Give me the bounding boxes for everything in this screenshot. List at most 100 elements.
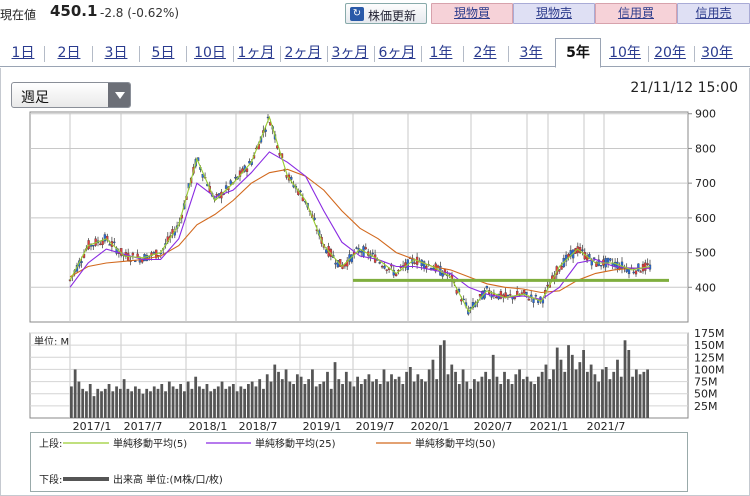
- tab-5y[interactable]: 5年: [555, 38, 601, 68]
- volume-bar: [77, 381, 81, 418]
- candle-body: [509, 294, 512, 296]
- volume-bar: [567, 345, 570, 418]
- volume-bar: [81, 388, 85, 418]
- tab-3d[interactable]: 3日: [104, 45, 128, 61]
- margin-sell-button[interactable]: 信用売: [677, 3, 750, 24]
- volume-tick-label: 150M: [694, 339, 725, 352]
- volume-bar: [540, 371, 544, 418]
- volume-bar: [243, 388, 247, 418]
- volume-bar: [597, 381, 601, 418]
- volume-bar: [510, 384, 514, 418]
- volume-bar: [103, 388, 107, 418]
- volume-bar: [247, 384, 250, 418]
- volume-bar: [198, 386, 201, 418]
- candle-body: [325, 249, 328, 253]
- candle-body: [131, 252, 135, 256]
- volume-bar: [627, 350, 631, 418]
- volume-bar: [559, 359, 563, 418]
- margin-buy-button[interactable]: 信用買: [595, 3, 677, 24]
- volume-bar: [307, 379, 311, 418]
- price-tick-label: 500: [695, 247, 716, 260]
- volume-bar: [96, 388, 100, 418]
- candle-body: [455, 289, 458, 294]
- tab-2m[interactable]: 2ヶ月: [284, 45, 322, 61]
- tab-1m[interactable]: 1ヶ月: [237, 45, 275, 61]
- tab-30y[interactable]: 30年: [701, 45, 733, 61]
- candle-body: [590, 260, 593, 266]
- volume-bar: [646, 369, 649, 418]
- tab-6m[interactable]: 6ヶ月: [378, 45, 416, 61]
- volume-bar: [461, 369, 465, 418]
- legend-lower-label: 下段:: [39, 473, 62, 486]
- volume-bar: [100, 391, 103, 418]
- tab-20y[interactable]: 20年: [654, 45, 686, 61]
- volume-bar: [631, 376, 634, 418]
- candle-body: [592, 257, 596, 259]
- candle-body: [525, 291, 528, 295]
- tab-10y[interactable]: 10年: [609, 45, 641, 61]
- cash-buy-button[interactable]: 現物買: [431, 3, 513, 24]
- volume-bar: [126, 388, 130, 418]
- volume-bar: [130, 391, 134, 418]
- x-tick-label: 2021/7: [587, 420, 626, 433]
- cash-sell-button[interactable]: 現物売: [513, 3, 595, 24]
- volume-bar: [280, 379, 284, 418]
- tab-3y[interactable]: 3年: [519, 45, 543, 61]
- volume-bar: [548, 379, 552, 418]
- volume-bar: [111, 391, 115, 418]
- tab-2y[interactable]: 2年: [473, 45, 497, 61]
- candle-body: [425, 265, 428, 269]
- candle-body: [371, 252, 374, 255]
- volume-bar: [85, 391, 88, 418]
- volume-bar: [397, 376, 401, 418]
- volume-bar: [491, 354, 495, 418]
- x-tick-label: 2019/1: [303, 420, 342, 433]
- refresh-price-button[interactable]: ↻ 株価更新: [345, 3, 427, 24]
- tab-10d[interactable]: 10日: [194, 45, 226, 61]
- candle-body: [360, 250, 363, 253]
- volume-bar: [375, 379, 378, 418]
- volume-bar: [292, 384, 295, 418]
- volume-bar: [503, 371, 506, 418]
- volume-bar: [228, 386, 231, 418]
- volume-bar: [424, 381, 427, 418]
- volume-bar: [371, 381, 375, 418]
- price-tick-label: 700: [695, 177, 716, 190]
- candle-body: [108, 244, 111, 246]
- volume-bar: [352, 386, 356, 418]
- tab-5d[interactable]: 5日: [151, 45, 175, 61]
- volume-bar: [442, 340, 446, 418]
- candle-body: [380, 265, 384, 268]
- volume-bar: [341, 384, 344, 418]
- tab-2d[interactable]: 2日: [57, 45, 81, 61]
- volume-bar: [488, 379, 491, 418]
- candle-body: [378, 262, 381, 264]
- volume-bar: [472, 379, 476, 418]
- volume-bar: [608, 379, 612, 418]
- tab-3m[interactable]: 3ヶ月: [331, 45, 369, 61]
- x-tick-label: 2019/7: [356, 420, 395, 433]
- volume-bar: [314, 386, 318, 418]
- candle-body: [506, 294, 510, 297]
- volume-bar: [273, 364, 277, 418]
- candle-body: [523, 289, 526, 294]
- volume-bar: [555, 347, 559, 418]
- volume-bar: [239, 386, 243, 418]
- candle-body: [80, 261, 83, 263]
- volume-bar: [525, 376, 529, 418]
- candle-body: [634, 270, 638, 275]
- candle-body: [499, 291, 503, 299]
- current-price: 450.1: [50, 2, 98, 20]
- volume-bar: [484, 371, 488, 418]
- candle-body: [113, 241, 116, 244]
- candle-body: [152, 252, 156, 254]
- candle-body: [532, 298, 535, 303]
- tab-1y[interactable]: 1年: [429, 45, 453, 61]
- period-select[interactable]: 週足: [11, 82, 131, 108]
- volume-bar: [363, 379, 367, 418]
- candle-body: [644, 262, 647, 271]
- candle-body: [313, 217, 316, 220]
- volume-bar: [378, 384, 382, 418]
- tab-1d[interactable]: 1日: [11, 45, 35, 61]
- volume-bar: [344, 371, 348, 418]
